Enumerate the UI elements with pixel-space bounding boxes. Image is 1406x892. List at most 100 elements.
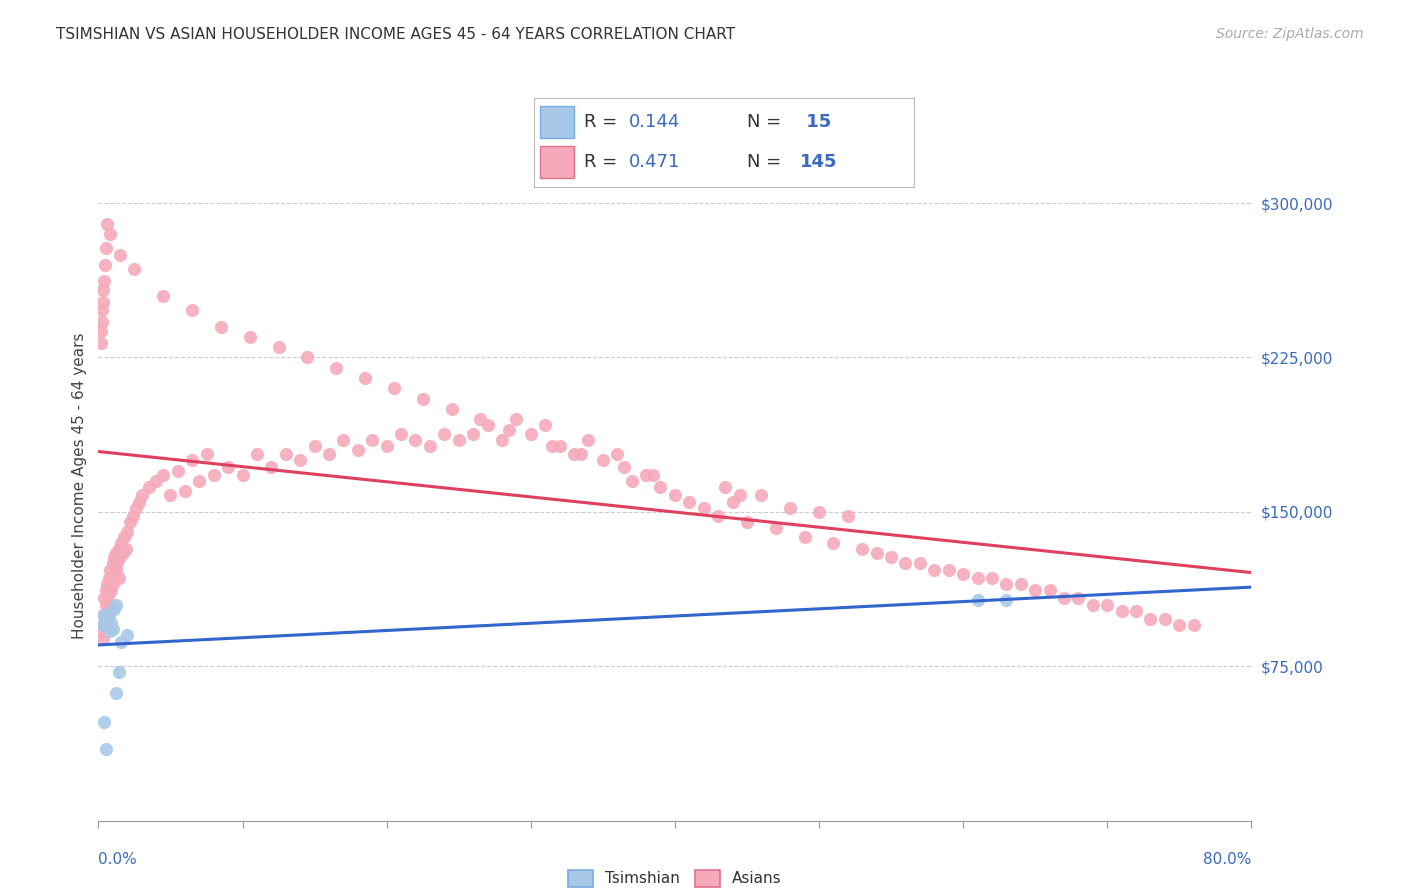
Point bbox=[195, 447, 218, 461]
Point bbox=[966, 571, 988, 585]
Text: 145: 145 bbox=[800, 153, 838, 171]
Point bbox=[894, 557, 917, 571]
Point bbox=[96, 217, 118, 231]
Point bbox=[104, 598, 127, 612]
Point bbox=[541, 439, 564, 453]
Point bbox=[389, 426, 412, 441]
Point bbox=[613, 459, 636, 474]
Point bbox=[636, 467, 658, 482]
Text: 0.471: 0.471 bbox=[630, 153, 681, 171]
Point bbox=[122, 508, 145, 523]
Point bbox=[97, 607, 120, 622]
Text: 80.0%: 80.0% bbox=[1204, 852, 1251, 867]
Point bbox=[707, 508, 730, 523]
Point bbox=[231, 467, 254, 482]
Point bbox=[103, 550, 125, 565]
Text: R =: R = bbox=[583, 113, 623, 131]
Point bbox=[908, 557, 931, 571]
Point bbox=[576, 433, 599, 447]
Point bbox=[405, 433, 427, 447]
Point bbox=[131, 488, 153, 502]
Point bbox=[714, 480, 737, 494]
Point bbox=[103, 566, 125, 581]
Point bbox=[823, 535, 845, 549]
Point bbox=[693, 500, 716, 515]
Point bbox=[290, 453, 312, 467]
Point bbox=[995, 593, 1018, 607]
Point bbox=[181, 453, 204, 467]
Point bbox=[491, 433, 513, 447]
Point bbox=[209, 319, 232, 334]
Point bbox=[98, 562, 121, 576]
Point bbox=[188, 474, 211, 488]
Text: 0.144: 0.144 bbox=[630, 113, 681, 131]
Point bbox=[100, 615, 122, 630]
Text: TSIMSHIAN VS ASIAN HOUSEHOLDER INCOME AGES 45 - 64 YEARS CORRELATION CHART: TSIMSHIAN VS ASIAN HOUSEHOLDER INCOME AG… bbox=[56, 27, 735, 42]
Point bbox=[202, 467, 225, 482]
Point bbox=[650, 480, 672, 494]
Point bbox=[94, 598, 117, 612]
Point bbox=[981, 571, 1004, 585]
Point bbox=[837, 508, 859, 523]
Text: 15: 15 bbox=[800, 113, 831, 131]
Point bbox=[1182, 618, 1205, 632]
Point bbox=[93, 591, 115, 606]
Point bbox=[94, 612, 117, 626]
Point bbox=[94, 741, 117, 756]
Point bbox=[159, 488, 181, 502]
Point bbox=[93, 607, 115, 622]
Point bbox=[101, 622, 124, 636]
Point bbox=[91, 632, 114, 647]
Point bbox=[101, 577, 124, 591]
Point bbox=[96, 577, 118, 591]
Point bbox=[107, 571, 129, 585]
Point bbox=[470, 412, 492, 426]
Point bbox=[107, 665, 129, 680]
Point bbox=[1125, 604, 1147, 618]
Point bbox=[96, 612, 118, 626]
Point bbox=[440, 401, 463, 416]
Point bbox=[100, 583, 122, 598]
FancyBboxPatch shape bbox=[540, 106, 574, 138]
Point bbox=[318, 447, 340, 461]
Point bbox=[498, 423, 520, 437]
Point bbox=[166, 464, 188, 478]
Point bbox=[108, 247, 131, 261]
Point bbox=[779, 500, 801, 515]
Point bbox=[505, 412, 527, 426]
Point bbox=[94, 258, 117, 272]
Point bbox=[114, 541, 136, 556]
Point bbox=[382, 381, 405, 395]
Point bbox=[246, 447, 269, 461]
FancyBboxPatch shape bbox=[540, 146, 574, 178]
Point bbox=[108, 550, 131, 565]
Point bbox=[152, 289, 174, 303]
Point bbox=[620, 474, 643, 488]
Point bbox=[1153, 612, 1175, 626]
Point bbox=[111, 546, 134, 560]
Point bbox=[181, 303, 204, 318]
Point bbox=[1168, 618, 1191, 632]
Point bbox=[100, 571, 122, 585]
Point bbox=[851, 541, 873, 556]
Point bbox=[103, 601, 125, 615]
Point bbox=[562, 447, 585, 461]
Point bbox=[419, 439, 441, 453]
Point bbox=[1081, 598, 1104, 612]
Point bbox=[117, 525, 138, 540]
Point bbox=[880, 550, 903, 565]
Text: R =: R = bbox=[583, 153, 623, 171]
Point bbox=[477, 418, 499, 433]
Point bbox=[938, 562, 960, 576]
Point bbox=[1139, 612, 1161, 626]
Point bbox=[375, 439, 398, 453]
Point bbox=[93, 274, 115, 288]
Point bbox=[124, 262, 146, 277]
Point bbox=[91, 607, 114, 622]
Point bbox=[995, 577, 1018, 591]
Point bbox=[260, 459, 283, 474]
Point bbox=[239, 330, 262, 344]
Point bbox=[765, 521, 787, 535]
Point bbox=[90, 324, 112, 338]
Point bbox=[97, 587, 120, 601]
